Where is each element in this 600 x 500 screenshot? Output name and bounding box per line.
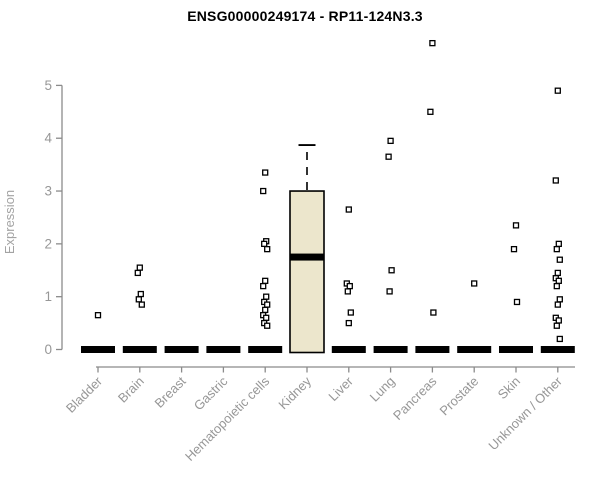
outlier-point [136,264,143,271]
chart-title: ENSG00000249174 - RP11-124N3.3 [187,8,423,24]
outlier-point [135,296,142,303]
category-label: Gastric [191,373,231,413]
outlier-point [264,322,271,329]
category-label: Bladder [63,373,106,416]
outlier-point [427,108,434,115]
outlier-point [262,277,269,284]
outlier-point [513,298,521,306]
outlier-point [386,288,393,295]
zero-median-bar [499,346,533,353]
category-label: Breast [152,373,189,410]
outlier-point [554,269,561,277]
median-line [290,253,324,261]
outlier-point [260,282,267,290]
category-label: Unknown / Other [485,373,565,453]
zero-median-bar [248,346,283,353]
outlier-point [385,153,392,160]
outlier-point [556,256,563,263]
outlier-point [555,277,562,284]
outlier-point [263,314,270,321]
box [289,190,325,354]
outlier-point [347,309,354,316]
y-tick-label: 1 [44,289,52,304]
outlier-point [429,39,436,47]
outlier-point [555,240,562,248]
outlier-point [556,296,563,303]
zero-median-bar [164,346,199,353]
outlier-point [134,269,141,277]
outlier-point [264,301,271,308]
outlier-point [261,240,268,248]
outlier-point [553,282,560,290]
zero-median-bar [81,346,115,353]
outlier-point [388,267,395,274]
outlier-point [510,245,518,253]
zero-median-bar [331,346,366,353]
y-tick-label: 4 [44,131,52,146]
outlier-point [262,306,269,314]
outlier-point [94,312,102,319]
category-label: Kidney [275,373,314,412]
outlier-point [345,206,352,213]
category-label: Prostate [436,374,481,419]
y-tick-label: 0 [44,342,52,357]
outlier-point [471,280,478,287]
outlier-point [345,319,352,327]
outlier-point [138,301,145,308]
y-axis-title: Expression [2,190,17,254]
y-tick-label: 2 [44,236,52,251]
outlier-point [387,137,394,145]
outlier-point [263,293,270,300]
y-tick-label: 5 [44,78,52,93]
outlier-point [553,245,560,253]
category-label: Pancreas [390,373,440,423]
outlier-point [260,187,267,195]
outlier-point [555,317,562,324]
category-label: Lung [367,374,398,405]
outlier-point [552,177,559,184]
y-tick-label: 3 [44,184,52,199]
outlier-point [553,322,560,329]
outlier-point [554,87,561,94]
outlier-point [512,222,520,229]
category-label: Liver [325,373,356,404]
zero-median-bar [457,346,492,353]
zero-median-bar [540,346,575,353]
zero-median-bar [373,346,408,353]
zero-median-bar [206,346,241,353]
zero-median-bar [415,346,450,353]
category-label: Brain [115,374,147,406]
outlier-point [430,309,437,316]
outlier-point [556,335,563,343]
outlier-point [137,290,144,298]
outlier-point [264,245,271,253]
outlier-point [554,301,561,308]
category-label: Skin [495,374,523,402]
outlier-point [346,282,353,290]
zero-median-bar [122,346,157,353]
outlier-point [262,169,269,176]
outlier-point [344,288,351,295]
